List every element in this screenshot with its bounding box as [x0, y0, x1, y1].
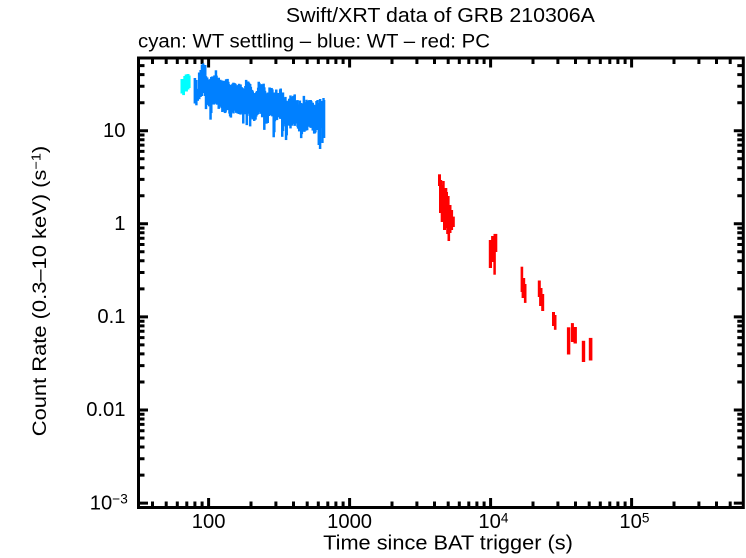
svg-text:0.01: 0.01 — [86, 399, 125, 421]
svg-text:104: 104 — [478, 510, 508, 533]
svg-text:0.1: 0.1 — [97, 306, 125, 328]
svg-text:105: 105 — [619, 510, 649, 533]
svg-text:Count Rate (0.3–10 keV) (s−1): Count Rate (0.3–10 keV) (s−1) — [28, 146, 51, 437]
svg-text:Swift/XRT data of GRB 210306A: Swift/XRT data of GRB 210306A — [286, 5, 595, 27]
svg-text:10: 10 — [103, 120, 125, 142]
svg-text:cyan: WT settling – blue: WT –: cyan: WT settling – blue: WT – red: PC — [138, 30, 490, 52]
svg-text:1: 1 — [114, 213, 125, 235]
svg-text:Time since BAT trigger (s): Time since BAT trigger (s) — [323, 533, 573, 555]
svg-text:1000: 1000 — [327, 511, 372, 533]
svg-text:10−3: 10−3 — [90, 492, 128, 515]
svg-text:100: 100 — [192, 511, 226, 533]
